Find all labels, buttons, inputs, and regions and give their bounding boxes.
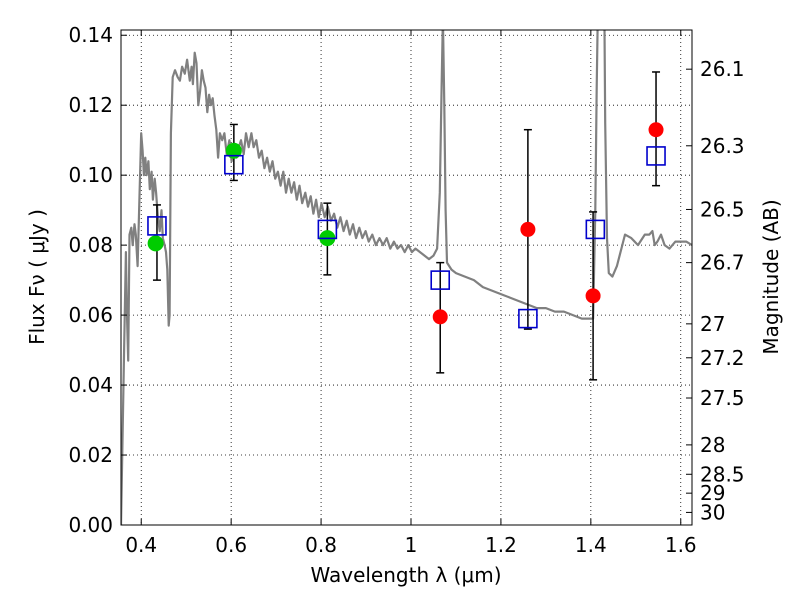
data-points-group [147, 122, 666, 329]
plot-frame [120, 29, 693, 526]
error-bars-group [152, 71, 661, 381]
red-point [585, 288, 601, 304]
magnitude-tick-label: 26.7 [700, 251, 745, 275]
red-point [432, 309, 448, 325]
y-tick-label: 0.10 [68, 163, 113, 187]
y-tick-label: 0.14 [68, 23, 113, 47]
magnitude-tick-label: 27.2 [700, 346, 745, 370]
blue-square-marker [646, 146, 666, 166]
y-ticks: 0.00 0.02 0.04 0.06 0.08 0.10 0.12 0.14 [68, 23, 127, 537]
magnitude-tick-label: 30 [700, 500, 725, 524]
blue-square-marker [518, 308, 538, 329]
grid [121, 30, 692, 525]
y-tick-label: 0.08 [68, 233, 113, 257]
red-point [520, 221, 536, 237]
magnitude-tick-label: 27 [700, 312, 725, 336]
y-tick-label: 0.06 [68, 303, 113, 327]
magnitude-tick-label: 27.5 [700, 386, 745, 410]
x-tick-label: 1.6 [665, 533, 697, 557]
magnitude-tick-label: 28 [700, 433, 725, 457]
blue-square-marker [585, 219, 606, 240]
magnitude-tick-label: 26.3 [700, 134, 745, 158]
blue-square-marker [430, 270, 451, 290]
x-ticks: 0.4 0.6 0.8 1 1.2 1.4 1.6 [125, 30, 697, 557]
red-point [648, 122, 664, 138]
y-axis-label: Flux Fν ( μJy ) [25, 209, 49, 345]
y-tick-label: 0.12 [68, 93, 113, 117]
blue-square-marker [147, 216, 167, 236]
magnitude-tick-label: 28.5 [700, 462, 745, 486]
x-tick-label: 1 [405, 533, 418, 557]
y-tick-label: 0.02 [68, 443, 113, 467]
model-sed-curve [121, 30, 692, 525]
green-point [147, 235, 164, 252]
blue-square-marker [317, 219, 338, 240]
green-point [225, 142, 242, 159]
y-tick-label: 0.00 [68, 513, 113, 537]
x-axis-label: Wavelength λ (μm) [310, 563, 501, 587]
y-tick-label: 0.04 [68, 373, 113, 397]
magnitude-tick-label: 26.5 [700, 197, 745, 221]
x-tick-label: 1.4 [575, 533, 607, 557]
magnitude-tick-label: 26.1 [700, 57, 745, 81]
x-tick-label: 0.4 [125, 533, 157, 557]
blue-square-marker [224, 154, 244, 175]
x-tick-label: 0.8 [305, 533, 337, 557]
x-tick-label: 1.2 [485, 533, 517, 557]
magnitude-tick-label: 29 [700, 481, 725, 505]
model-sed-curve-group [121, 30, 692, 525]
right-axis-label: Magnitude (AB) [759, 199, 783, 354]
x-tick-label: 0.6 [215, 533, 247, 557]
